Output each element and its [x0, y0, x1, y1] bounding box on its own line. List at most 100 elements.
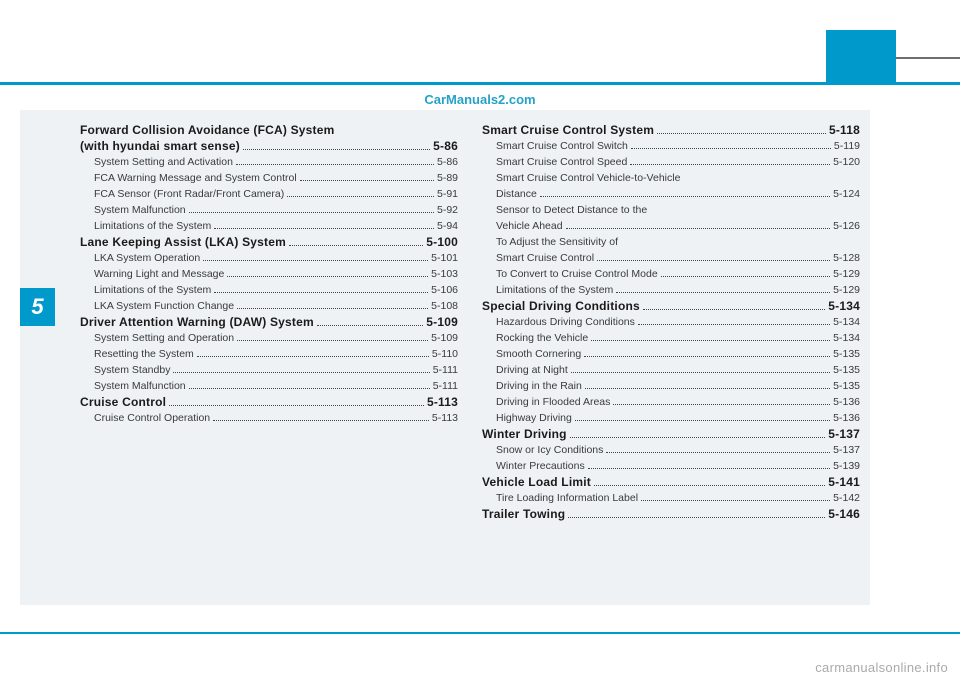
toc-page: 5-111: [433, 378, 458, 394]
toc-leader: [300, 173, 434, 181]
toc-leader: [566, 221, 831, 229]
toc-leader: [643, 302, 825, 310]
toc-page: 5-129: [833, 266, 860, 282]
toc-label: Resetting the System: [94, 346, 194, 362]
toc-label: Smooth Cornering: [496, 346, 581, 362]
toc-page: 5-124: [833, 186, 860, 202]
top-rule: [0, 82, 960, 85]
toc-label: Smart Cruise Control Vehicle-to-Vehicle: [496, 170, 680, 186]
toc-entry: LKA System Function Change5-108: [80, 298, 458, 314]
toc-leader: [570, 430, 826, 438]
toc-heading: Forward Collision Avoidance (FCA) System: [80, 122, 458, 138]
toc-leader: [568, 510, 825, 518]
toc-leader: [243, 142, 430, 150]
toc-leader: [236, 157, 434, 165]
toc-label: Vehicle Load Limit: [482, 474, 591, 490]
toc-heading: Vehicle Load Limit5-141: [482, 474, 860, 490]
toc-entry: Smart Cruise Control5-128: [482, 250, 860, 266]
toc-page: 5-113: [427, 394, 458, 410]
toc-leader: [571, 365, 830, 373]
toc-page: 5-146: [828, 506, 860, 522]
toc-entry: Highway Driving 5-136: [482, 410, 860, 426]
toc-page: 5-101: [431, 250, 458, 266]
toc-entry: Sensor to Detect Distance to the: [482, 202, 860, 218]
toc-page: 5-129: [833, 282, 860, 298]
toc-entry: Driving at Night5-135: [482, 362, 860, 378]
toc-entry: To Adjust the Sensitivity of: [482, 234, 860, 250]
toc-label: Limitations of the System: [94, 282, 211, 298]
toc-leader: [213, 413, 429, 421]
toc-leader: [575, 413, 830, 421]
toc-leader: [173, 365, 429, 373]
toc-entry: Limitations of the System5-106: [80, 282, 458, 298]
toc-label: Vehicle Ahead: [496, 218, 563, 234]
toc-page: 5-109: [431, 330, 458, 346]
toc-entry: Resetting the System5-110: [80, 346, 458, 362]
toc-columns: Forward Collision Avoidance (FCA) System…: [80, 122, 860, 522]
toc-leader: [203, 253, 428, 261]
toc-entry: FCA Warning Message and System Control5-…: [80, 170, 458, 186]
toc-leader: [237, 333, 428, 341]
toc-entry: System Setting and Activation5-86: [80, 154, 458, 170]
toc-leader: [585, 381, 830, 389]
toc-entry: Limitations of the System5-129: [482, 282, 860, 298]
toc-leader: [237, 301, 428, 309]
chapter-tab: 5: [20, 288, 55, 326]
toc-leader: [597, 253, 830, 261]
toc-page: 5-135: [833, 378, 860, 394]
corner-tab: [826, 30, 896, 85]
toc-page: 5-111: [433, 362, 458, 378]
toc-entry: Smart Cruise Control Speed5-120: [482, 154, 860, 170]
toc-heading: Cruise Control5-113: [80, 394, 458, 410]
toc-label: Lane Keeping Assist (LKA) System: [80, 234, 286, 250]
toc-leader: [189, 205, 434, 213]
toc-label: Smart Cruise Control: [496, 250, 594, 266]
toc-page: 5-113: [432, 410, 458, 426]
toc-label: Driving in the Rain: [496, 378, 582, 394]
toc-entry: Smart Cruise Control Switch5-119: [482, 138, 860, 154]
toc-entry: To Convert to Cruise Control Mode 5-129: [482, 266, 860, 282]
toc-page: 5-100: [426, 234, 458, 250]
toc-entry: Hazardous Driving Conditions5-134: [482, 314, 860, 330]
toc-entry: Smart Cruise Control Vehicle-to-Vehicle: [482, 170, 860, 186]
toc-entry: Driving in the Rain 5-135: [482, 378, 860, 394]
toc-page: 5-118: [829, 122, 860, 138]
toc-heading: Smart Cruise Control System 5-118: [482, 122, 860, 138]
toc-label: LKA System Function Change: [94, 298, 234, 314]
toc-leader: [641, 493, 830, 501]
toc-label: Special Driving Conditions: [482, 298, 640, 314]
toc-label: To Adjust the Sensitivity of: [496, 234, 618, 250]
toc-entry: System Malfunction 5-111: [80, 378, 458, 394]
bottom-rule: [0, 632, 960, 634]
toc-label: Tire Loading Information Label: [496, 490, 638, 506]
toc-leader: [613, 397, 830, 405]
toc-page: 5-136: [833, 410, 860, 426]
toc-entry: Winter Precautions5-139: [482, 458, 860, 474]
toc-leader: [214, 221, 434, 229]
toc-label: System Setting and Activation: [94, 154, 233, 170]
toc-label: To Convert to Cruise Control Mode: [496, 266, 658, 282]
toc-heading: Lane Keeping Assist (LKA) System 5-100: [80, 234, 458, 250]
toc-page: 5-89: [437, 170, 458, 186]
toc-label: (with hyundai smart sense): [80, 138, 240, 154]
toc-leader: [227, 269, 428, 277]
toc-label: Driver Attention Warning (DAW) System: [80, 314, 314, 330]
toc-page: 5-134: [833, 314, 860, 330]
toc-entry: Driving in Flooded Areas5-136: [482, 394, 860, 410]
toc-label: Highway Driving: [496, 410, 572, 426]
toc-leader: [638, 317, 830, 325]
toc-leader: [631, 141, 831, 149]
toc-page: 5-94: [437, 218, 458, 234]
toc-leader: [189, 381, 430, 389]
toc-label: Distance: [496, 186, 537, 202]
toc-label: Snow or Icy Conditions: [496, 442, 603, 458]
toc-label: Winter Precautions: [496, 458, 585, 474]
toc-page: 5-120: [833, 154, 860, 170]
toc-leader: [540, 189, 830, 197]
toc-label: Smart Cruise Control System: [482, 122, 654, 138]
toc-label: System Malfunction: [94, 202, 186, 218]
toc-page: 5-134: [828, 298, 860, 314]
toc-column-left: Forward Collision Avoidance (FCA) System…: [80, 122, 458, 522]
toc-label: System Malfunction: [94, 378, 186, 394]
toc-page: 5-135: [833, 346, 860, 362]
